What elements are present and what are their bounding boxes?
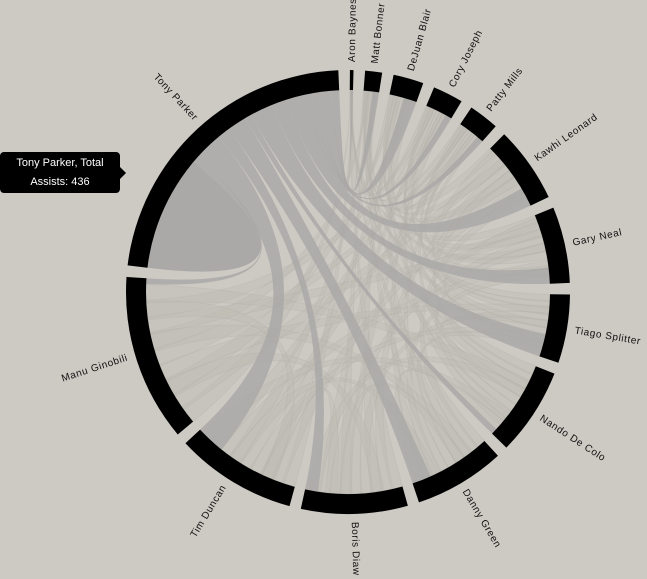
group-label: Kawhi Leonard [533, 112, 600, 164]
group-arc [389, 74, 424, 102]
group-arc [460, 107, 496, 142]
group-arcs [126, 70, 570, 514]
chord [350, 89, 366, 192]
chord-self [147, 161, 261, 280]
highlighted-chords [146, 90, 550, 492]
group-label: DeJuan Blair [406, 7, 434, 72]
group-label: Tiago Splitter [574, 325, 642, 347]
group-arc [185, 429, 295, 507]
chord [390, 114, 450, 480]
chord [145, 300, 295, 481]
group-label: Boris Diaw [349, 522, 362, 576]
group-arc [490, 134, 549, 206]
group-arc [126, 276, 194, 435]
tooltip-value: Assists: 436 [30, 176, 90, 188]
group-arc [412, 440, 498, 503]
chord [440, 313, 549, 399]
chord [286, 94, 531, 233]
chord [250, 105, 546, 357]
group-arc [539, 294, 570, 363]
group-label: Danny Green [460, 487, 503, 549]
group-label: Gary Neal [572, 227, 624, 249]
group-label: Patty Mills [485, 66, 526, 114]
chord [318, 90, 417, 195]
group-arc [363, 70, 383, 93]
group-label: Cory Joseph [447, 28, 485, 89]
chord [349, 89, 551, 303]
group-arc [534, 207, 570, 284]
group-arc [426, 87, 462, 119]
group-arc [492, 366, 555, 448]
tooltip: Tony Parker, Total Assists: 436 [0, 152, 126, 193]
chord [218, 128, 324, 492]
group-arc [127, 70, 340, 268]
chord [350, 89, 539, 242]
chord [228, 118, 431, 484]
chord [197, 136, 285, 450]
group-arc [300, 486, 408, 514]
chord [271, 99, 550, 285]
chord [331, 90, 380, 192]
group-label: Aron Baynes [347, 0, 359, 62]
chord [305, 93, 483, 207]
group-arc [349, 70, 354, 91]
tooltip-title: Tony Parker, Total [16, 157, 104, 169]
group-label: Tim Duncan [189, 483, 229, 540]
group-label: Manu Ginobili [60, 353, 129, 385]
group-label: Tony Parker [151, 72, 200, 124]
chord [419, 123, 549, 329]
group-label: Nando De Colo [538, 413, 608, 464]
chord [351, 89, 464, 202]
group-label: Matt Bonner [370, 2, 388, 64]
